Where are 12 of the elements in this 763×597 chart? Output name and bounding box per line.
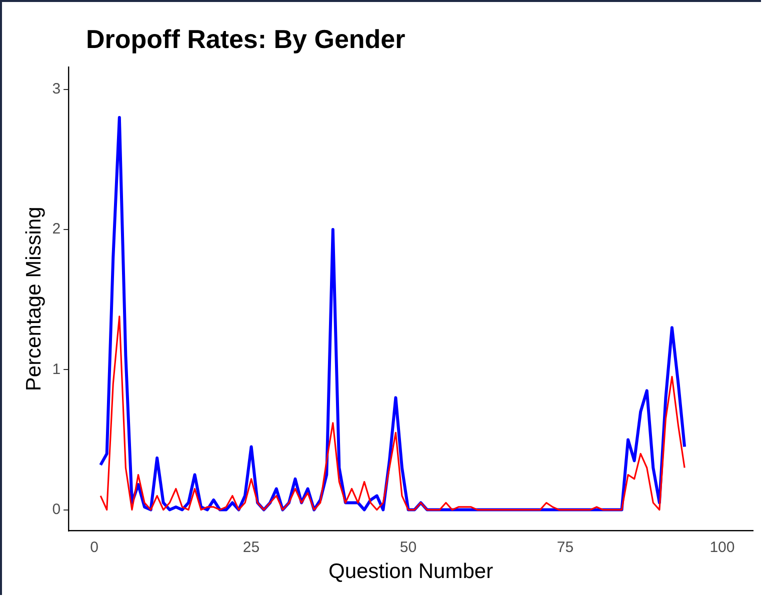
y-tick-label: 0 [52, 500, 61, 518]
x-axis-title: Question Number [328, 560, 494, 584]
y-tick-label: 2 [52, 220, 61, 238]
x-tick-label: 25 [242, 538, 260, 556]
x-tick-label: 100 [710, 538, 735, 556]
chart-title: Dropoff Rates: By Gender [86, 24, 406, 55]
y-tick-label: 1 [52, 360, 61, 378]
x-tick-label: 50 [400, 538, 417, 556]
x-tick-label: 0 [90, 538, 98, 556]
y-axis-title: Percentage Missing [22, 206, 46, 392]
y-tick-label: 3 [52, 80, 61, 98]
x-tick-label: 75 [556, 538, 574, 556]
